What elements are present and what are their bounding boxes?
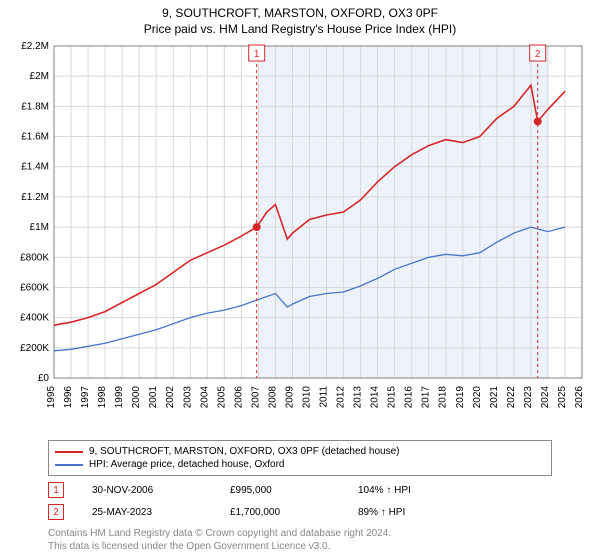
marker-pct: 104% ↑ HPI xyxy=(358,485,411,496)
svg-text:£1.6M: £1.6M xyxy=(21,132,49,143)
svg-text:2023: 2023 xyxy=(523,386,534,409)
svg-text:£1M: £1M xyxy=(30,222,49,233)
svg-text:2018: 2018 xyxy=(438,386,449,409)
marker-pct: 89% ↑ HPI xyxy=(358,507,405,518)
legend-label: HPI: Average price, detached house, Oxfo… xyxy=(89,459,285,470)
svg-text:2008: 2008 xyxy=(267,386,278,409)
price-chart: 1 2 £0 £200K £400K £600K £800K £1M £1.2M £1.4M £1.… xyxy=(8,40,592,430)
svg-text:£1.4M: £1.4M xyxy=(21,162,49,173)
marker-date: 30-NOV-2006 xyxy=(92,485,202,496)
legend-swatch xyxy=(55,464,83,466)
svg-text:2019: 2019 xyxy=(455,386,466,409)
svg-text:2011: 2011 xyxy=(319,386,330,408)
svg-text:2020: 2020 xyxy=(472,386,483,409)
svg-text:£1.2M: £1.2M xyxy=(21,192,49,203)
svg-text:1999: 1999 xyxy=(114,386,125,409)
svg-text:2026: 2026 xyxy=(574,386,585,409)
svg-text:2007: 2007 xyxy=(250,386,261,409)
title-line-2: Price paid vs. HM Land Registry's House … xyxy=(0,20,600,36)
svg-text:2005: 2005 xyxy=(216,386,227,409)
svg-text:1: 1 xyxy=(254,49,260,60)
marker-price: £1,700,000 xyxy=(230,507,330,518)
footnote-line: Contains HM Land Registry data © Crown c… xyxy=(48,528,552,541)
svg-text:£600K: £600K xyxy=(20,282,49,293)
marker-price: £995,000 xyxy=(230,485,330,496)
svg-text:2006: 2006 xyxy=(233,386,244,409)
svg-text:2000: 2000 xyxy=(131,386,142,409)
svg-text:2: 2 xyxy=(535,49,541,60)
marker-date: 25-MAY-2023 xyxy=(92,507,202,518)
svg-text:2015: 2015 xyxy=(387,386,398,409)
svg-text:£1.8M: £1.8M xyxy=(21,101,49,112)
legend-label: 9, SOUTHCROFT, MARSTON, OXFORD, OX3 0PF … xyxy=(89,446,399,457)
svg-text:2025: 2025 xyxy=(557,386,568,409)
svg-text:2022: 2022 xyxy=(506,386,517,409)
chart-page: 9, SOUTHCROFT, MARSTON, OXFORD, OX3 0PF … xyxy=(0,0,600,560)
legend-row: HPI: Average price, detached house, Oxfo… xyxy=(55,458,545,471)
svg-text:£400K: £400K xyxy=(20,313,49,324)
svg-text:2004: 2004 xyxy=(199,386,210,409)
svg-text:1996: 1996 xyxy=(63,386,74,409)
svg-text:2010: 2010 xyxy=(301,386,312,409)
svg-text:2017: 2017 xyxy=(421,386,432,409)
svg-text:2009: 2009 xyxy=(284,386,295,409)
svg-text:2014: 2014 xyxy=(370,386,381,409)
svg-text:1995: 1995 xyxy=(46,386,57,409)
footnote: Contains HM Land Registry data © Crown c… xyxy=(48,528,552,553)
legend-row: 9, SOUTHCROFT, MARSTON, OXFORD, OX3 0PF … xyxy=(55,445,545,458)
svg-text:2001: 2001 xyxy=(148,386,159,409)
svg-text:2013: 2013 xyxy=(353,386,364,409)
svg-text:£200K: £200K xyxy=(20,343,49,354)
svg-text:2021: 2021 xyxy=(489,386,500,409)
svg-text:2002: 2002 xyxy=(165,386,176,409)
footnote-line: This data is licensed under the Open Gov… xyxy=(48,541,552,554)
legend: 9, SOUTHCROFT, MARSTON, OXFORD, OX3 0PF … xyxy=(48,440,552,476)
marker-chip: 2 xyxy=(48,504,64,520)
svg-text:£800K: £800K xyxy=(20,252,49,263)
marker-info-row: 1 30-NOV-2006 £995,000 104% ↑ HPI xyxy=(48,482,552,498)
marker-info-row: 2 25-MAY-2023 £1,700,000 89% ↑ HPI xyxy=(48,504,552,520)
marker-chip: 1 xyxy=(48,482,64,498)
svg-text:2012: 2012 xyxy=(336,386,347,409)
title-line-1: 9, SOUTHCROFT, MARSTON, OXFORD, OX3 0PF xyxy=(0,0,600,20)
svg-text:2024: 2024 xyxy=(540,386,551,409)
svg-text:2016: 2016 xyxy=(404,386,415,409)
chart-area: 1 2 £0 £200K £400K £600K £800K £1M £1.2M £1.4M £1.… xyxy=(8,40,592,430)
svg-text:2003: 2003 xyxy=(182,386,193,409)
svg-text:1997: 1997 xyxy=(80,386,91,409)
svg-text:£2.2M: £2.2M xyxy=(21,41,49,52)
svg-text:£0: £0 xyxy=(38,373,50,384)
svg-text:£2M: £2M xyxy=(30,71,49,82)
svg-text:1998: 1998 xyxy=(97,386,108,409)
legend-swatch xyxy=(55,451,83,453)
